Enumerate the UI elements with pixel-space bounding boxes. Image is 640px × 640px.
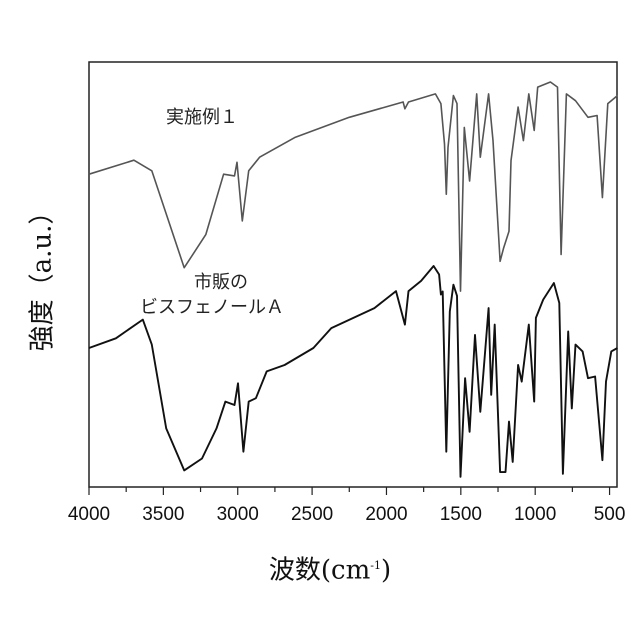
x-tick-label: 3000	[217, 504, 259, 525]
x-tick-label: 2000	[365, 504, 407, 525]
x-tick-label: 4000	[68, 504, 110, 525]
x-axis-unit-prefix: (cm	[320, 555, 371, 586]
x-tick-label: 2500	[291, 504, 333, 525]
x-axis-unit-sup: -1	[370, 558, 381, 572]
annotation-commercial: 市販の	[194, 272, 248, 293]
x-tick-label: 3500	[142, 504, 184, 525]
annotation-example-1: 実施例１	[166, 107, 238, 128]
spectrum-line-example-1	[88, 81, 618, 292]
annotation-bisphenol-a: ビスフェノールＡ	[140, 297, 284, 318]
x-axis-unit-suffix: )	[380, 555, 392, 586]
x-tick-label: 1500	[440, 504, 482, 525]
x-axis-label-text: 波数	[268, 555, 321, 586]
x-tick-label: 500	[594, 504, 626, 525]
x-tick-label: 1000	[514, 504, 556, 525]
y-axis-label: 強度（a.u.）	[27, 198, 58, 352]
plot-frame	[88, 61, 618, 488]
spectrum-line-commercial-bpa	[88, 265, 618, 478]
x-axis-label: 波数(cm-1)	[269, 550, 391, 587]
